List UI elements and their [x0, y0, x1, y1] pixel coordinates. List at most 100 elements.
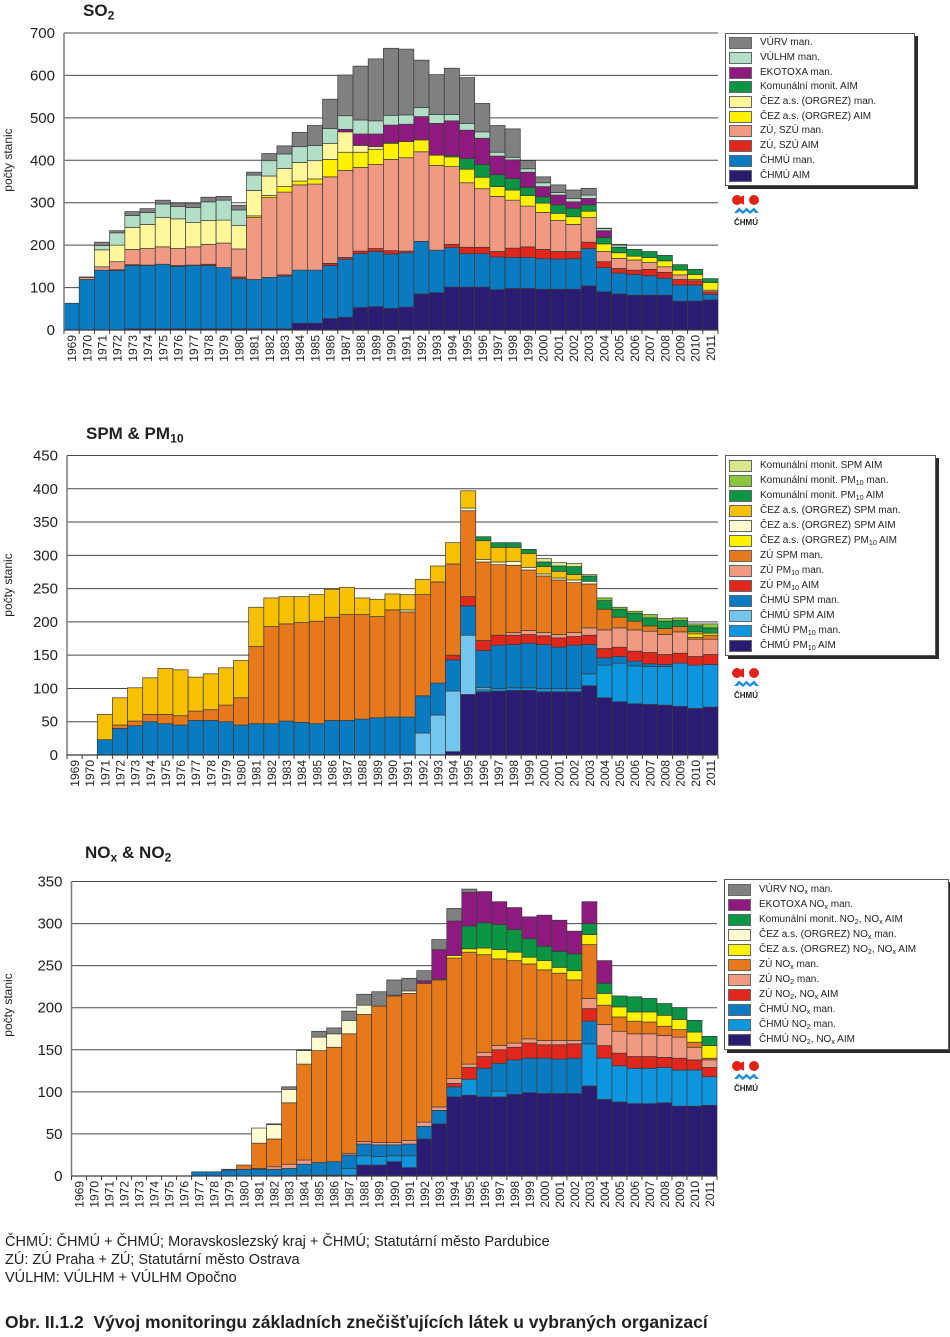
x-tick-label: 1978	[204, 760, 218, 787]
legend-item: ZÚ, SZÚ AIM	[729, 139, 911, 153]
bar-segment	[230, 204, 247, 211]
bar-segment	[671, 1069, 688, 1107]
bar-segment	[341, 1154, 358, 1169]
x-tick-label: 1984	[293, 335, 307, 362]
bar-segment	[311, 1162, 328, 1176]
bar-segment	[551, 646, 567, 689]
bar-segment	[384, 609, 401, 718]
bar-segment	[413, 240, 430, 295]
bar-segment	[519, 205, 536, 248]
bar-segment	[702, 282, 719, 291]
legend-item: EKOTOXA NOx man.	[728, 898, 945, 912]
bar-segment	[580, 217, 597, 243]
bar-segment	[278, 720, 295, 756]
bar-segment	[580, 204, 597, 212]
x-tick-label: 1990	[386, 760, 400, 787]
legend-label: ZÚ, SZÚ man.	[760, 125, 824, 137]
bar-segment	[311, 1030, 328, 1038]
footnote-zu: ZÚ: ZÚ Praha + ZÚ; Statutární město Ostr…	[5, 1252, 300, 1268]
y-tick-label: 350	[33, 514, 58, 531]
legend-item: ZÚ PM10 AIM	[729, 579, 932, 593]
bar-segment	[306, 178, 323, 185]
bar-segment	[671, 1105, 688, 1177]
bar-segment	[322, 98, 339, 129]
bar-segment	[446, 1086, 463, 1098]
bar-segment	[701, 1059, 718, 1068]
x-tick-label: 2007	[643, 760, 657, 787]
x-tick-label: 1994	[448, 1181, 462, 1208]
bar-segment	[535, 561, 552, 567]
x-tick-label: 2008	[658, 1181, 672, 1208]
bar-segment	[337, 316, 354, 331]
bar-segment	[656, 260, 673, 268]
bar-segment	[626, 1033, 643, 1057]
bar-segment	[413, 107, 430, 117]
bar-segment	[656, 254, 673, 262]
bar-segment	[263, 626, 280, 725]
bar-segment	[504, 159, 521, 179]
bar-segment	[96, 739, 113, 756]
x-tick-label: 2006	[628, 335, 642, 362]
bar-segment	[429, 581, 446, 684]
legend-item: ČEZ a.s. (ORGREZ) PM10 AIM	[729, 534, 932, 548]
bar-segment	[641, 1033, 658, 1057]
bar-segment	[296, 1049, 313, 1051]
bar-segment	[293, 722, 310, 756]
bar-segment	[215, 242, 232, 268]
bar-segment	[491, 1090, 508, 1098]
bar-segment	[519, 257, 536, 289]
bar-segment	[551, 570, 567, 579]
bar-segment	[702, 294, 719, 301]
x-tick-label: 2006	[628, 760, 642, 787]
x-tick-label: 1974	[141, 335, 155, 362]
bar-segment	[281, 1086, 298, 1090]
legend-label: VÚRV man.	[760, 37, 813, 49]
bar-segment	[520, 642, 537, 689]
bar-segment	[322, 318, 339, 331]
bar-segment	[337, 170, 354, 258]
bar-segment	[206, 1171, 222, 1177]
x-tick-label: 1996	[477, 760, 491, 787]
bar-segment	[291, 184, 308, 271]
bar-segment	[701, 1035, 718, 1046]
bar-segment	[506, 1046, 523, 1061]
bar-segment	[443, 114, 460, 122]
bar-segment	[266, 1166, 283, 1170]
bar-segment	[580, 194, 597, 199]
bar-segment	[218, 704, 234, 723]
x-tick-label: 2010	[688, 1181, 702, 1208]
bar-segment	[656, 294, 673, 331]
bar-segment	[551, 1093, 568, 1177]
bar-segment	[687, 280, 704, 286]
bar-segment	[701, 1045, 718, 1059]
x-tick-label: 1988	[354, 335, 368, 362]
bar-segment	[202, 720, 219, 756]
bar-segment	[461, 888, 478, 893]
y-tick-label: 700	[30, 25, 55, 42]
bar-segment	[520, 552, 537, 568]
bar-segment	[566, 688, 583, 693]
bar-segment	[109, 232, 126, 246]
x-tick-label: 2000	[537, 335, 551, 362]
bar-segment	[139, 265, 156, 330]
legend-swatch	[729, 459, 752, 472]
bar-segment	[596, 597, 613, 601]
bar-segment	[230, 278, 247, 330]
bar-segment	[611, 272, 628, 295]
bar-segment	[308, 620, 325, 725]
x-tick-label: 1985	[313, 1181, 327, 1208]
bar-segment	[172, 669, 189, 717]
bar-segment	[356, 1143, 373, 1157]
legend-label: ČHMÚ SPM man.	[760, 594, 840, 606]
bar-segment	[519, 168, 536, 173]
chmu-logo-icon: ČHMÚ	[732, 1061, 759, 1093]
bar-segment	[505, 644, 522, 689]
x-tick-label: 1969	[65, 335, 79, 362]
bar-segment	[566, 574, 583, 581]
bar-segment	[428, 123, 445, 156]
bar-segment	[641, 275, 658, 296]
bar-segment	[416, 1121, 433, 1127]
bar-segment	[626, 274, 643, 296]
bar-segment	[443, 120, 460, 156]
bar-segment	[550, 220, 567, 252]
